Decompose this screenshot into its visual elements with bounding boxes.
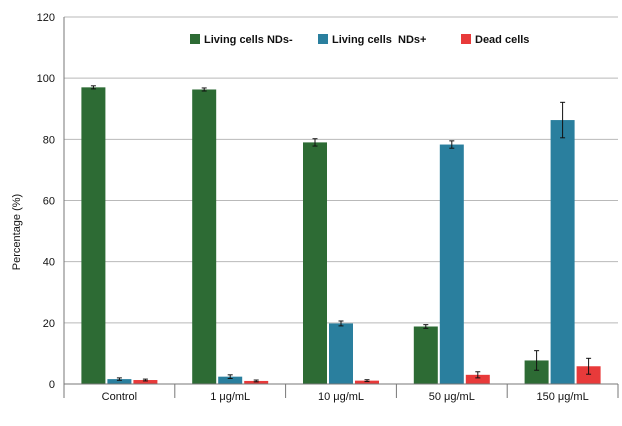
legend-label: Dead cells xyxy=(475,34,529,46)
bar xyxy=(107,379,132,384)
category-label: 10 μg/mL xyxy=(318,391,364,403)
bar xyxy=(439,144,464,384)
y-tick-label: 20 xyxy=(43,318,55,330)
y-tick-label: 80 xyxy=(43,134,55,146)
bar xyxy=(244,380,269,384)
bars xyxy=(81,85,601,385)
legend-label: Living cells NDs- xyxy=(204,34,293,46)
category-label: Control xyxy=(102,391,137,403)
y-tick-label: 60 xyxy=(43,196,55,208)
legend-swatch xyxy=(461,34,471,44)
bar xyxy=(303,142,327,384)
bar xyxy=(81,87,106,384)
gridlines xyxy=(64,16,618,324)
y-tick-label: 100 xyxy=(37,73,55,85)
axes xyxy=(63,17,619,398)
category-label: 50 μg/mL xyxy=(429,391,475,403)
legend: Living cells NDs- Living cells NDs+ Dead c… xyxy=(190,34,529,46)
y-tick-labels: 0 20 40 60 80 100 120 xyxy=(37,12,55,391)
bar xyxy=(524,360,549,384)
bar xyxy=(465,374,490,384)
legend-swatch xyxy=(190,34,200,44)
y-axis-label: Percentage (%) xyxy=(11,194,23,270)
y-tick-label: 120 xyxy=(37,12,55,24)
legend-label: Living cells NDs+ xyxy=(332,34,426,46)
y-tick-label: 0 xyxy=(49,379,55,391)
category-label: 150 μg/mL xyxy=(536,391,588,403)
bar xyxy=(133,380,158,384)
bar xyxy=(355,380,379,384)
bar xyxy=(329,323,353,384)
bar xyxy=(550,120,575,385)
bar xyxy=(192,89,217,385)
legend-swatch xyxy=(318,34,328,44)
bar xyxy=(576,366,601,384)
category-labels: Control 1 μg/mL 10 μg/mL 50 μg/mL 150 μg/mL xyxy=(102,391,589,403)
bar xyxy=(413,326,438,384)
y-tick-label: 40 xyxy=(43,257,55,269)
bar xyxy=(218,376,243,384)
category-label: 1 μg/mL xyxy=(210,391,250,403)
